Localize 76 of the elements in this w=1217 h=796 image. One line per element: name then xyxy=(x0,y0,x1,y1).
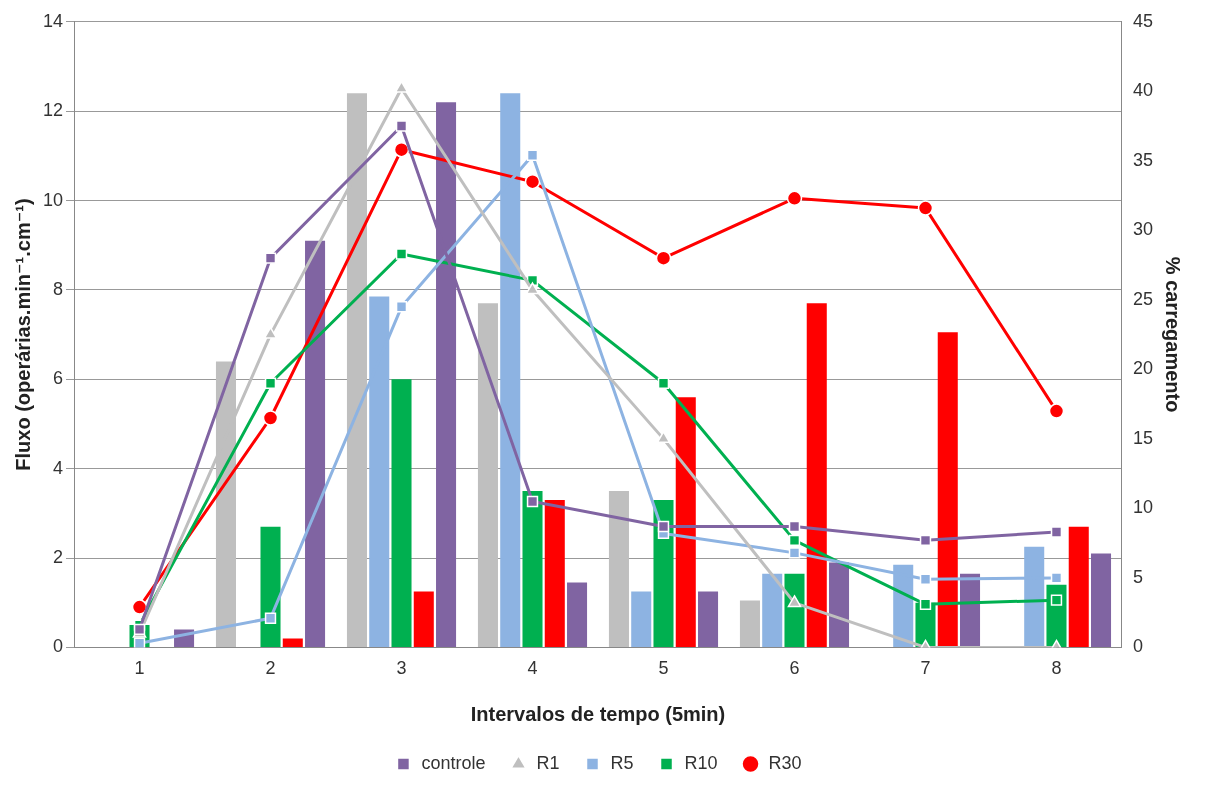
y2-tick-label: 40 xyxy=(1132,80,1154,101)
bar xyxy=(522,491,543,647)
bar xyxy=(698,591,719,647)
bar xyxy=(1091,553,1112,647)
y-tick-label: 8 xyxy=(53,278,64,299)
x-tick-label: 3 xyxy=(396,658,407,679)
y-tick-label: 14 xyxy=(42,10,64,31)
y-tick-label: 6 xyxy=(53,368,64,389)
y-tick-label: 0 xyxy=(53,636,64,657)
legend-label: controle xyxy=(421,752,486,773)
y-tick-label: 10 xyxy=(42,189,64,210)
bar xyxy=(762,573,783,647)
bar xyxy=(806,303,827,647)
point xyxy=(657,520,670,533)
legend-label: R30 xyxy=(768,752,802,773)
point xyxy=(919,598,932,610)
point xyxy=(131,599,148,615)
x-axis-title: Intervalos de tempo (5min) xyxy=(470,702,726,725)
y2-tick-label: 45 xyxy=(1132,10,1154,31)
x-tick-label: 2 xyxy=(265,658,276,679)
legend-label: R10 xyxy=(684,752,718,773)
y-tick-label: 12 xyxy=(42,100,64,121)
point xyxy=(264,612,277,624)
bar xyxy=(675,397,696,647)
bar xyxy=(477,303,498,647)
bar xyxy=(829,562,850,647)
point xyxy=(262,410,279,426)
point xyxy=(787,595,802,608)
bar xyxy=(739,600,760,647)
bar xyxy=(784,573,805,647)
point xyxy=(1050,594,1063,606)
x-tick-label: 7 xyxy=(920,658,931,679)
bar xyxy=(937,332,958,647)
y2-tick-label: 20 xyxy=(1132,358,1154,379)
point xyxy=(655,250,672,266)
y2-tick-label: 10 xyxy=(1132,497,1154,518)
y2-tick-label: 30 xyxy=(1132,219,1154,240)
x-tick-label: 5 xyxy=(658,658,669,679)
bar xyxy=(631,591,652,647)
point xyxy=(917,200,934,216)
bar xyxy=(260,526,281,647)
point xyxy=(788,547,801,559)
point xyxy=(524,173,541,190)
point xyxy=(657,377,670,389)
point xyxy=(786,190,803,207)
x-tick-label: 4 xyxy=(527,658,538,679)
y2-axis-title: % carregamento xyxy=(1162,256,1185,413)
legend-label: R1 xyxy=(536,752,560,773)
point xyxy=(526,495,539,508)
point xyxy=(525,282,540,295)
y-axis-title: Fluxo (operárias.min⁻¹.cm⁻¹) xyxy=(11,198,34,471)
x-tick-label: 8 xyxy=(1051,658,1062,679)
bar xyxy=(960,573,981,647)
y2-tick-label: 35 xyxy=(1132,149,1154,170)
legend-label: R5 xyxy=(610,752,634,773)
y2-tick-label: 25 xyxy=(1132,288,1154,309)
bar xyxy=(413,591,434,647)
bar xyxy=(608,491,629,647)
bar xyxy=(653,499,674,647)
bar xyxy=(305,240,326,647)
y2-tick-label: 15 xyxy=(1132,427,1154,448)
bar xyxy=(544,499,565,647)
y2-tick-label: 0 xyxy=(1132,636,1143,657)
point xyxy=(395,248,408,260)
bar xyxy=(1068,526,1089,647)
y-tick-label: 2 xyxy=(53,547,64,567)
bar xyxy=(567,582,588,647)
point xyxy=(264,377,277,389)
point xyxy=(1048,403,1065,419)
x-tick-label: 1 xyxy=(134,658,145,679)
bar xyxy=(391,379,412,647)
bar xyxy=(282,638,303,647)
y-tick-label: 4 xyxy=(53,457,64,478)
y2-tick-label: 5 xyxy=(1132,566,1143,587)
point xyxy=(393,141,410,158)
x-tick-label: 6 xyxy=(789,658,800,679)
